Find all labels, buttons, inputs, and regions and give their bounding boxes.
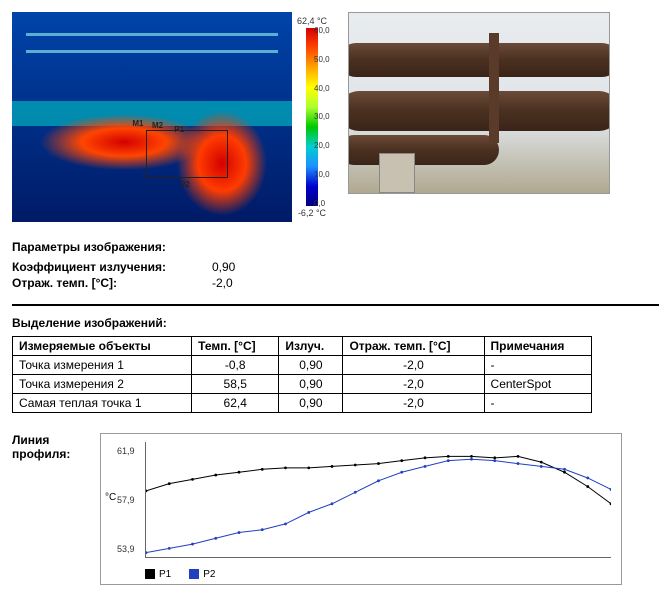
table-title: Выделение изображений: bbox=[12, 316, 659, 330]
chart-svg bbox=[146, 442, 611, 557]
y-unit: °C bbox=[105, 492, 116, 503]
marker-p1: P1 bbox=[174, 125, 184, 134]
col-temp: Темп. [°C] bbox=[192, 337, 279, 356]
chart-title: Линия профиля: bbox=[12, 433, 92, 461]
table-row: Точка измерения 2 58,5 0,90 -2,0 CenterS… bbox=[13, 375, 592, 394]
color-scale: 62,4 °C 60,0 50,0 40,0 30,0 20,0 10,0 0,… bbox=[292, 12, 332, 222]
thermal-image: M1 M2 P1 P2 62,4 °C 60,0 50,0 40,0 30,0 … bbox=[12, 12, 332, 222]
measure-box bbox=[146, 130, 228, 178]
thermal-canvas: M1 M2 P1 P2 bbox=[12, 12, 292, 222]
table-header-row: Измеряемые объекты Темп. [°C] Излуч. Отр… bbox=[13, 337, 592, 356]
marker-m1: M1 bbox=[132, 119, 143, 128]
marker-m2: M2 bbox=[152, 121, 163, 130]
marker-p2: P2 bbox=[180, 180, 190, 189]
param-reflected-temp: Отраж. темп. [°C]: -2,0 bbox=[12, 276, 659, 290]
reference-photo bbox=[348, 12, 610, 194]
ytick: 53,9 bbox=[117, 544, 135, 554]
chart-area bbox=[145, 442, 611, 558]
images-row: M1 M2 P1 P2 62,4 °C 60,0 50,0 40,0 30,0 … bbox=[12, 12, 659, 222]
profile-chart-row: Линия профиля: °C 61,9 57,9 53,9 P1 P2 bbox=[12, 433, 659, 585]
ytick: 57,9 bbox=[117, 495, 135, 505]
col-objects: Измеряемые объекты bbox=[13, 337, 192, 356]
col-notes: Примечания bbox=[484, 337, 591, 356]
legend-p2: P2 bbox=[189, 569, 215, 580]
ytick: 61,9 bbox=[117, 446, 135, 456]
scale-ticks: 60,0 50,0 40,0 30,0 20,0 10,0 0,0 bbox=[314, 26, 328, 208]
col-refl: Отраж. темп. [°C] bbox=[343, 337, 484, 356]
divider bbox=[12, 304, 659, 306]
legend: P1 P2 bbox=[145, 569, 215, 580]
profile-chart: °C 61,9 57,9 53,9 P1 P2 bbox=[100, 433, 622, 585]
table-row: Точка измерения 1 -0,8 0,90 -2,0 - bbox=[13, 356, 592, 375]
scale-min: -6,2 °C bbox=[298, 208, 326, 218]
table-row: Самая теплая точка 1 62,4 0,90 -2,0 - bbox=[13, 394, 592, 413]
col-emiss: Излуч. bbox=[279, 337, 343, 356]
params-title: Параметры изображения: bbox=[12, 240, 659, 254]
scale-max: 62,4 °C bbox=[297, 16, 327, 26]
measurements-table: Измеряемые объекты Темп. [°C] Излуч. Отр… bbox=[12, 336, 592, 413]
legend-p1: P1 bbox=[145, 569, 171, 580]
param-emissivity: Коэффициент излучения: 0,90 bbox=[12, 260, 659, 274]
